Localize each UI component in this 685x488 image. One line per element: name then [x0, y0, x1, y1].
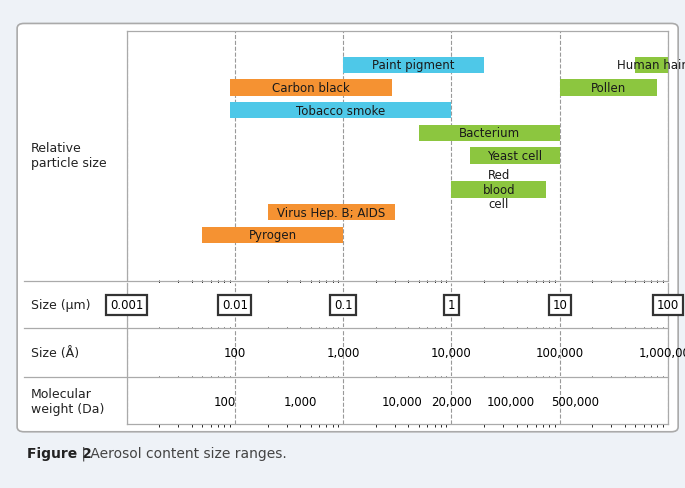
Bar	[471, 148, 560, 164]
Text: 10,000: 10,000	[431, 346, 472, 359]
Text: 0.01: 0.01	[222, 299, 248, 311]
Text: 100,000: 100,000	[486, 395, 534, 408]
Text: Relative
particle size: Relative particle size	[31, 142, 106, 170]
Bar	[202, 227, 343, 244]
Text: 100: 100	[224, 346, 246, 359]
Text: 1,000: 1,000	[284, 395, 316, 408]
Text: Molecular
weight (Da): Molecular weight (Da)	[31, 387, 104, 415]
Bar	[419, 125, 560, 142]
Text: 10,000: 10,000	[382, 395, 423, 408]
Text: 0.1: 0.1	[334, 299, 353, 311]
Text: Human hair: Human hair	[617, 59, 685, 72]
Text: 20,000: 20,000	[431, 395, 472, 408]
Text: Carbon black: Carbon black	[272, 82, 349, 95]
Text: Pyrogen: Pyrogen	[249, 229, 297, 242]
Text: Pollen: Pollen	[591, 82, 626, 95]
Bar	[635, 58, 668, 74]
Text: Size (Å): Size (Å)	[31, 346, 79, 359]
Text: 500,000: 500,000	[551, 395, 599, 408]
Bar	[560, 80, 658, 97]
Text: Paint pigment: Paint pigment	[373, 59, 455, 72]
Text: 1: 1	[448, 299, 455, 311]
Text: 100: 100	[657, 299, 679, 311]
Text: 0.001: 0.001	[110, 299, 143, 311]
Bar	[343, 58, 484, 74]
Text: Figure 2: Figure 2	[27, 446, 92, 460]
Text: 1,000,000: 1,000,000	[638, 346, 685, 359]
Text: 10: 10	[552, 299, 567, 311]
Text: Size (μm): Size (μm)	[31, 299, 90, 311]
Text: Virus Hep. B; AIDS: Virus Hep. B; AIDS	[277, 206, 385, 219]
Bar	[451, 182, 546, 198]
Bar	[230, 80, 392, 97]
Bar	[268, 204, 395, 221]
Text: Red
blood
cell: Red blood cell	[482, 169, 515, 211]
Text: 1,000: 1,000	[327, 346, 360, 359]
Text: 100,000: 100,000	[536, 346, 584, 359]
Text: Tobacco smoke: Tobacco smoke	[296, 104, 386, 118]
Text: Bacterium: Bacterium	[459, 127, 520, 140]
Text: Yeast cell: Yeast cell	[488, 150, 543, 163]
Text: | Aerosol content size ranges.: | Aerosol content size ranges.	[77, 446, 287, 460]
Bar	[230, 103, 451, 119]
Text: 100: 100	[213, 395, 236, 408]
